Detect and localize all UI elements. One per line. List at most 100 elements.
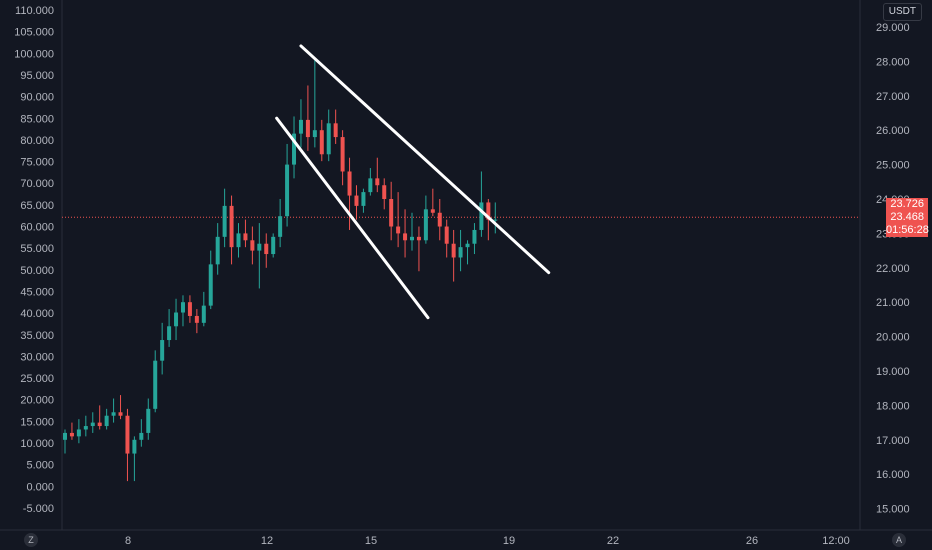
right-tick-label: 22.000 [876, 263, 910, 275]
candle-body [132, 439, 137, 454]
candle-body [257, 243, 262, 251]
candle-body [285, 164, 290, 217]
candle-body [215, 236, 220, 265]
trendline[interactable] [275, 116, 430, 320]
candle-body [194, 315, 199, 323]
candle-body [180, 302, 185, 313]
candle-body [125, 415, 130, 454]
candle-body [486, 202, 491, 220]
candle-body [187, 302, 192, 316]
candle-body [416, 236, 421, 241]
candle-body [472, 229, 477, 244]
candle-body [243, 233, 248, 241]
candle-body [118, 412, 123, 416]
candle-body [333, 123, 338, 138]
candle-body [236, 233, 241, 248]
left-tick-label: 35.000 [20, 330, 54, 342]
candle-body [444, 226, 449, 244]
left-tick-label: 80.000 [20, 135, 54, 147]
left-tick-label: 65.000 [20, 200, 54, 212]
auto-scale-button[interactable]: A [892, 533, 906, 547]
candle-body [278, 216, 283, 237]
left-tick-label: 40.000 [20, 308, 54, 320]
zoom-toggle-button[interactable]: Z [24, 533, 38, 547]
candle-body [340, 137, 345, 172]
right-tick-label: 16.000 [876, 469, 910, 481]
right-tick-label: 25.000 [876, 160, 910, 172]
time-axis[interactable]: 8 12 15 19 22 26 12:00 [125, 535, 850, 547]
right-tick-label: 21.000 [876, 297, 910, 309]
candle-body [250, 240, 255, 251]
candle-body [354, 195, 359, 206]
time-tick-label: 15 [365, 535, 377, 547]
candle-body [111, 412, 116, 416]
right-tick-label: 26.000 [876, 125, 910, 137]
left-tick-label: 85.000 [20, 113, 54, 125]
left-tick-label: 25.000 [20, 373, 54, 385]
candle-body [326, 123, 331, 155]
time-tick-label: 22 [607, 535, 619, 547]
candle-body [174, 312, 179, 327]
left-tick-label: 55.000 [20, 243, 54, 255]
candle-body [403, 233, 408, 241]
candle-body [375, 178, 380, 186]
candle-body [69, 432, 74, 437]
price-tag-countdown: 01:56:28 [886, 224, 929, 238]
candle-body [319, 130, 324, 155]
candle-body [208, 264, 213, 306]
time-tick-label: 26 [746, 535, 758, 547]
left-price-scale[interactable]: 110.000 105.000 100.000 95.000 90.000 85.000 8… [14, 5, 54, 515]
time-tick-label: 19 [503, 535, 515, 547]
candle-body [465, 243, 470, 248]
candle-body [347, 171, 352, 196]
candle-body [90, 422, 95, 427]
candle-body [167, 326, 172, 341]
candle-body [451, 243, 456, 258]
candle-body [312, 130, 317, 138]
left-tick-label: 5.000 [26, 460, 54, 472]
candle-body [298, 119, 303, 134]
right-tick-label: 19.000 [876, 366, 910, 378]
candle-body [160, 340, 165, 361]
right-tick-label: 27.000 [876, 91, 910, 103]
candle-body [423, 209, 428, 241]
candle-body [361, 192, 366, 206]
trendline[interactable] [299, 44, 551, 275]
right-price-scale[interactable]: 29.00028.00027.00026.00025.00024.00023.0… [876, 22, 910, 516]
candle-body [153, 360, 158, 409]
candle-body [292, 133, 297, 165]
candle-body [479, 202, 484, 230]
left-tick-label: 30.000 [20, 351, 54, 363]
candle-body [368, 178, 373, 193]
candle-body [104, 415, 109, 427]
time-tick-label: 12:00 [822, 535, 850, 547]
candle-body [271, 236, 276, 255]
right-tick-label: 29.000 [876, 22, 910, 34]
left-tick-label: 90.000 [20, 92, 54, 104]
left-tick-label: 45.000 [20, 286, 54, 298]
left-tick-label: 60.000 [20, 222, 54, 234]
trendline-group[interactable] [275, 44, 551, 320]
right-tick-label: 15.000 [876, 504, 910, 516]
candle-body [139, 432, 144, 440]
right-tick-label: 17.000 [876, 435, 910, 447]
left-tick-label: 110.000 [15, 5, 54, 17]
currency-label[interactable]: USDT [882, 3, 922, 21]
left-tick-label: 0.000 [26, 481, 54, 493]
left-tick-label: 15.000 [20, 416, 54, 428]
left-tick-label: 75.000 [20, 157, 54, 169]
candle-body [493, 219, 498, 221]
candle-body [83, 426, 88, 430]
price-tag-current: 23.468 [886, 211, 928, 225]
candle-body [264, 243, 269, 255]
candle-body [410, 236, 414, 241]
candle-body [146, 408, 151, 433]
candle-body [222, 205, 227, 237]
candle-body [437, 212, 442, 227]
candle-body [201, 305, 206, 323]
left-tick-label: 100.000 [14, 48, 54, 60]
left-tick-label: 20.000 [20, 395, 54, 407]
candle-body [382, 185, 387, 199]
